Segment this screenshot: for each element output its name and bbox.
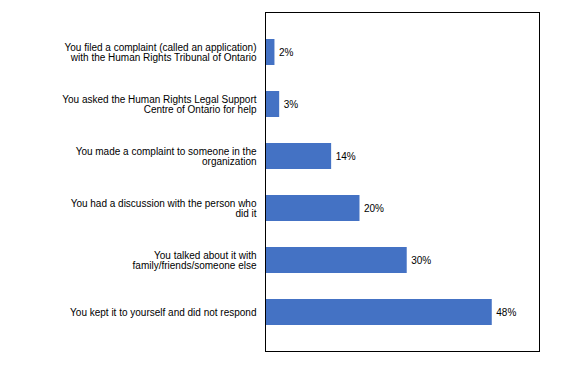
svg-text:You filed a complaint (called: You filed a complaint (called an applica… bbox=[65, 42, 257, 63]
svg-text:You kept it to yourself and di: You kept it to yourself and did not resp… bbox=[70, 307, 256, 318]
svg-text:You made a complaint to someon: You made a complaint to someone in theor… bbox=[76, 146, 257, 167]
svg-text:20%: 20% bbox=[364, 203, 384, 214]
svg-text:30%: 30% bbox=[411, 255, 431, 266]
svg-text:You talked about it withfamily: You talked about it withfamily/friends/s… bbox=[133, 250, 257, 271]
svg-text:You asked the Human Rights Leg: You asked the Human Rights Legal Support… bbox=[62, 94, 257, 115]
svg-text:You had a discussion with the: You had a discussion with the person who… bbox=[71, 198, 257, 219]
svg-text:14%: 14% bbox=[336, 151, 356, 162]
svg-text:2%: 2% bbox=[279, 47, 294, 58]
svg-text:48%: 48% bbox=[496, 307, 516, 318]
svg-text:3%: 3% bbox=[284, 99, 299, 110]
